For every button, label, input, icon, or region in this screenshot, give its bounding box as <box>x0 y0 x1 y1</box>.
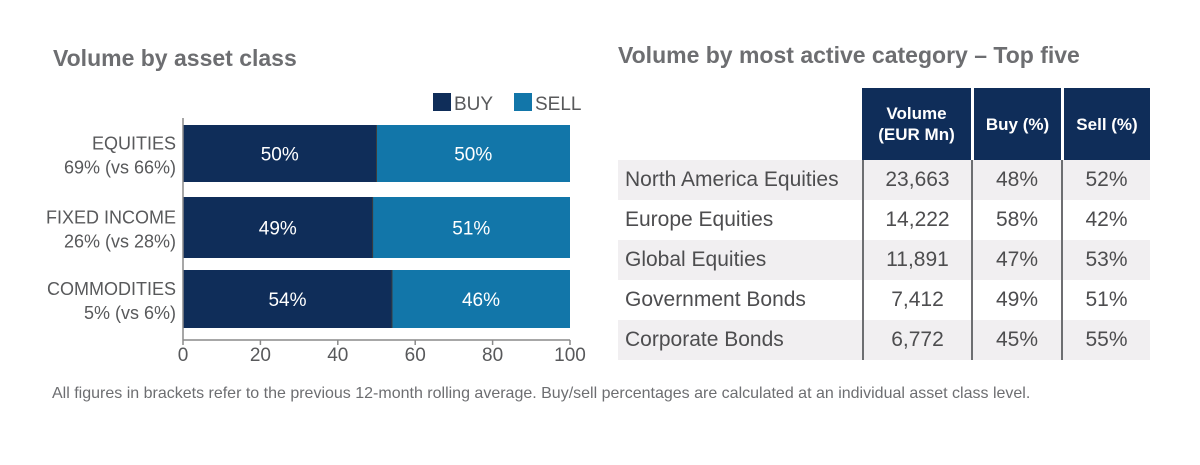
left-chart-title: Volume by asset class <box>53 45 297 71</box>
cell-sell: 52% <box>1061 160 1150 200</box>
x-tick-label-1: 0 <box>178 345 189 366</box>
table-row: Corporate Bonds 6,772 45% 55% <box>618 320 1150 360</box>
x-tick-label-5: 80 <box>482 345 503 366</box>
cell-buy: 48% <box>971 160 1061 200</box>
cell-buy: 47% <box>971 240 1061 280</box>
cell-category: Europe Equities <box>625 208 774 231</box>
bar-sell-3 <box>391 270 570 328</box>
header-blank-cell <box>618 88 862 160</box>
bar-sell-1 <box>376 125 570 182</box>
cell-volume: 14,222 <box>862 200 971 240</box>
category-label-1: EQUITIES <box>92 134 176 154</box>
cell-volume: 6,772 <box>862 320 971 360</box>
bar-buy-3 <box>183 270 392 328</box>
header-volume: Volume (EUR Mn) <box>862 88 971 160</box>
table-row: Government Bonds 7,412 49% 51% <box>618 280 1150 320</box>
cell-category: Corporate Bonds <box>618 320 862 360</box>
category-label-3: COMMODITIES <box>47 279 176 299</box>
bar-buy-2 <box>183 197 373 258</box>
table-row: Global Equities 11,891 47% 53% <box>618 240 1150 280</box>
header-buy: Buy (%) <box>971 88 1061 160</box>
top-five-table-container: Volume (EUR Mn) Buy (%) Sell (%) North Am… <box>618 88 1150 360</box>
bar-value-label-buy-3: 54% <box>268 290 306 311</box>
header-volume-line2: (EUR Mn) <box>878 125 955 144</box>
bar-value-label-buy-2: 49% <box>259 219 297 240</box>
legend-label-sell: SELL <box>535 94 581 115</box>
cell-category: North America Equities <box>618 160 862 200</box>
cell-category: Global Equities <box>618 240 862 280</box>
cell-volume: 11,891 <box>862 240 971 280</box>
table-body: North America Equities 23,663 48% 52% Europe… <box>618 160 1150 360</box>
cell-buy: 58% <box>971 200 1061 240</box>
legend-swatch-buy <box>433 93 451 111</box>
x-tick-label-2: 20 <box>250 345 271 366</box>
top-five-table: Volume (EUR Mn) Buy (%) Sell (%) North Am… <box>618 88 1150 360</box>
bar-buy-1 <box>183 125 377 182</box>
cell-volume: 23,663 <box>862 160 971 200</box>
bar-value-label-buy-1: 50% <box>261 145 299 166</box>
x-tick-label-4: 60 <box>405 345 426 366</box>
category-sublabel-3: 5% (vs 6%) <box>84 303 176 323</box>
bar-sell-2 <box>372 197 570 258</box>
cell-sell: 42% <box>1061 200 1150 240</box>
cell-buy: 49% <box>971 280 1061 320</box>
table-header-row: Volume (EUR Mn) Buy (%) Sell (%) <box>618 88 1150 160</box>
cell-volume: 7,412 <box>862 280 971 320</box>
right-table-title: Volume by most active category – Top fiv… <box>618 42 1080 68</box>
cell-sell: 55% <box>1061 320 1150 360</box>
table-row: North America Equities 23,663 48% 52% <box>618 160 1150 200</box>
category-sublabel-2: 26% (vs 28%) <box>64 232 176 252</box>
cell-category: Government Bonds <box>625 288 806 311</box>
cell-buy: 45% <box>971 320 1061 360</box>
category-label-2: FIXED INCOME <box>46 208 176 228</box>
footnote: All figures in brackets refer to the pre… <box>52 385 1031 402</box>
header-sell: Sell (%) <box>1061 88 1150 160</box>
category-sublabel-1: 69% (vs 66%) <box>64 158 176 178</box>
legend-label-buy: BUY <box>454 94 493 115</box>
x-tick-label-6: 100 <box>554 345 586 366</box>
bar-value-label-sell-3: 46% <box>462 290 500 311</box>
x-tick-label-3: 40 <box>327 345 348 366</box>
legend-swatch-sell <box>514 93 532 111</box>
bar-value-label-sell-1: 50% <box>454 145 492 166</box>
bar-value-label-sell-2: 51% <box>452 219 490 240</box>
table-row: Europe Equities 14,222 58% 42% <box>618 200 1150 240</box>
header-volume-line1: Volume <box>886 104 947 123</box>
cell-sell: 53% <box>1061 240 1150 280</box>
cell-sell: 51% <box>1061 280 1150 320</box>
asset-class-bar-chart: BUY SELL 50% 50% EQUITIES 69% (vs 66%) 49% 51% F… <box>46 93 586 366</box>
